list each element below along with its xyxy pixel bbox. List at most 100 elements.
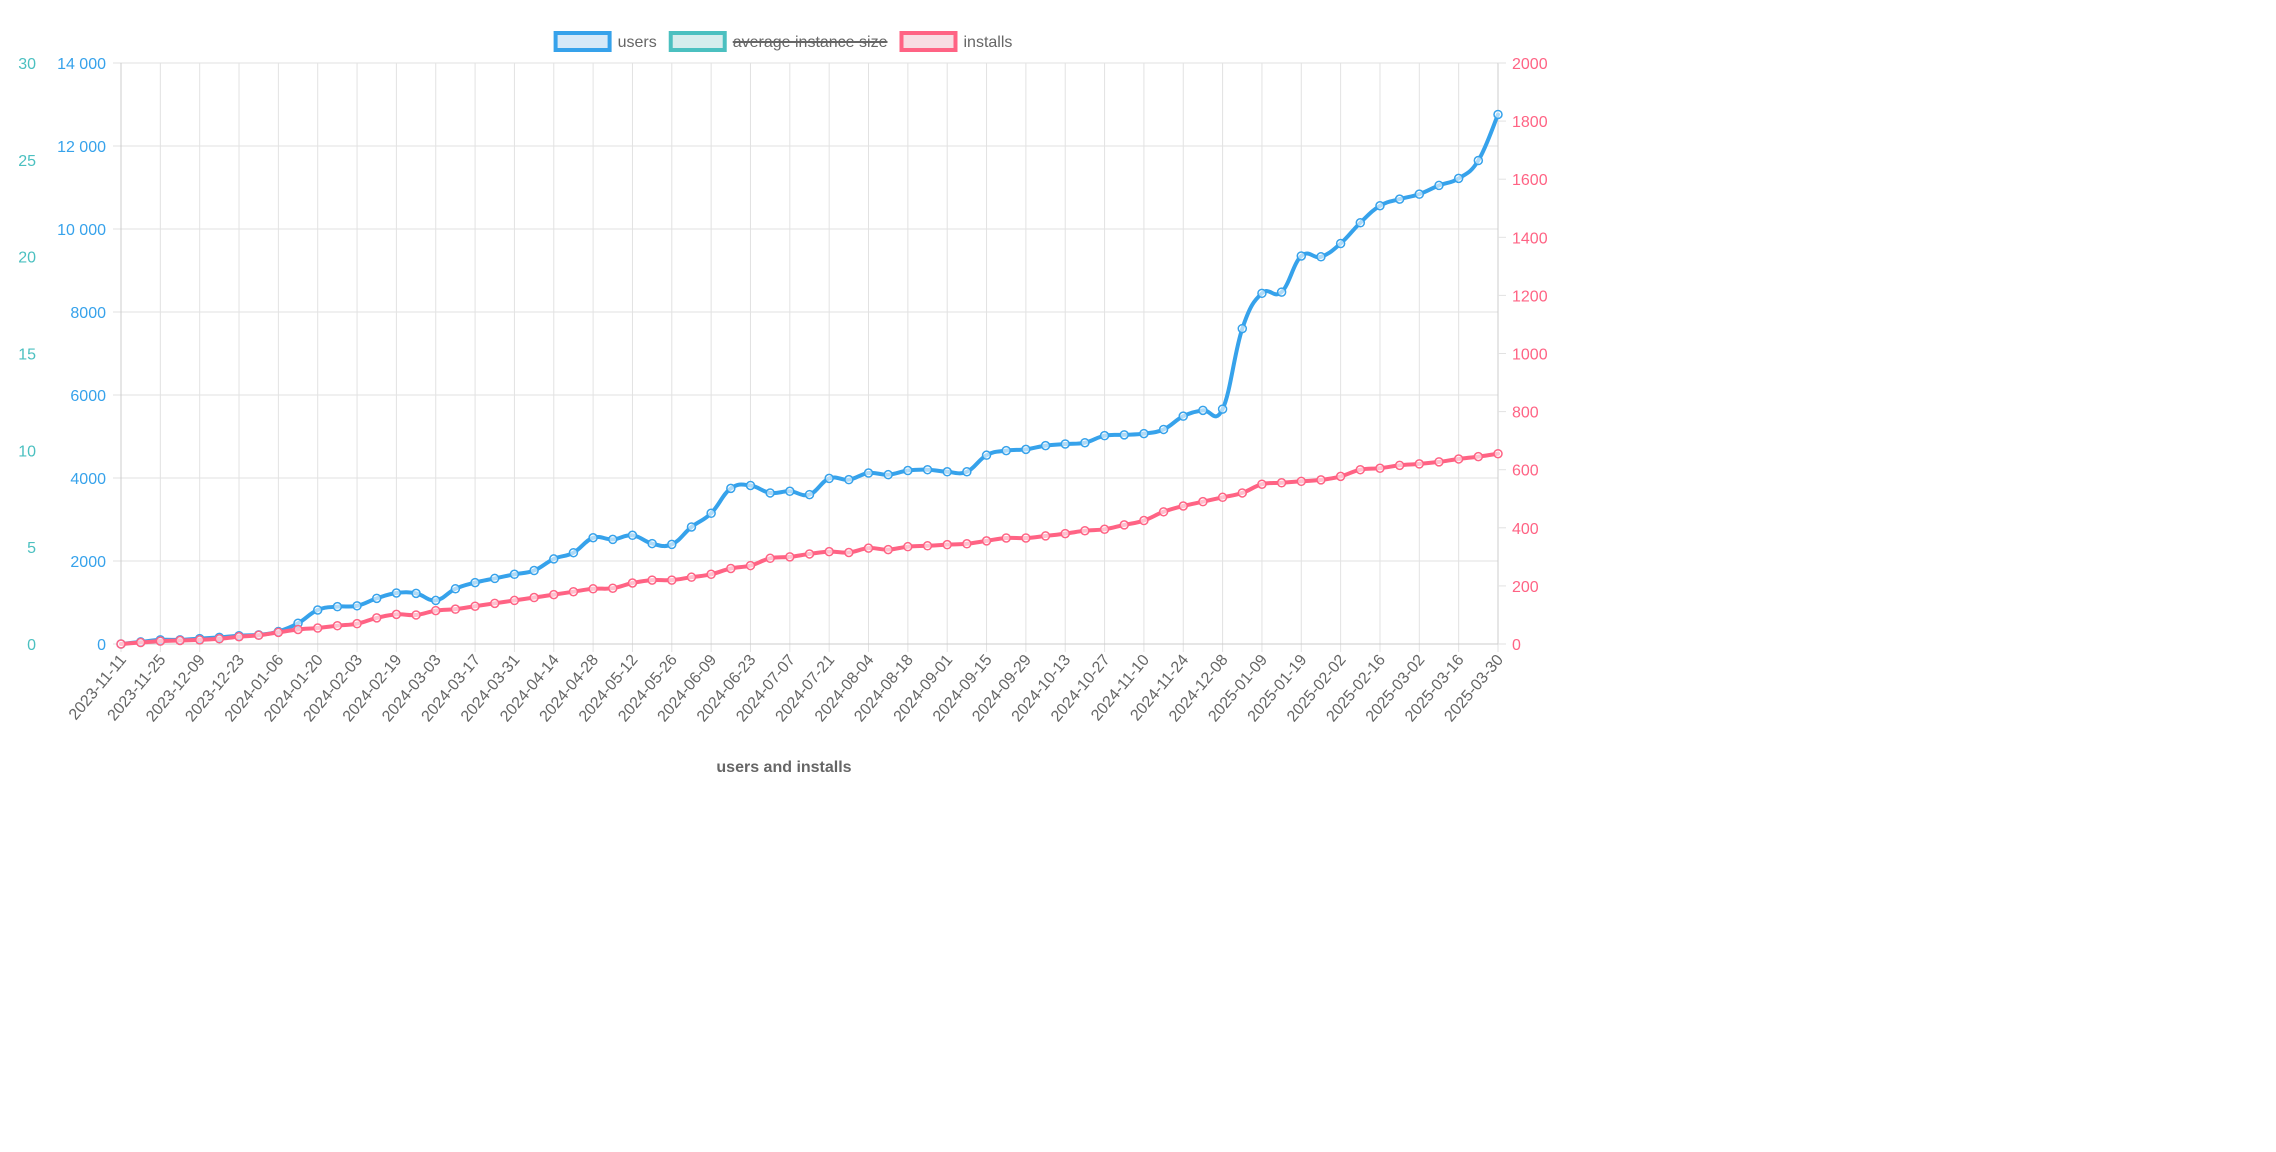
data-point-users: [391, 588, 402, 598]
data-point-installs: [745, 560, 756, 571]
data-point-users: [1178, 411, 1189, 421]
data-point-installs: [1158, 507, 1169, 517]
data-point-installs: [922, 541, 933, 551]
data-point-users: [686, 522, 697, 532]
data-point-installs: [1001, 533, 1011, 543]
data-point-installs: [1375, 463, 1385, 473]
y-outer-tick-label: 20: [18, 250, 36, 267]
data-point-users: [981, 450, 992, 460]
data-point-installs: [253, 630, 264, 641]
data-point-installs: [214, 634, 225, 644]
y-right-tick-label: 1800: [1512, 114, 1548, 131]
legend-label-installs: installs: [963, 34, 1012, 51]
data-point-installs: [1021, 533, 1031, 543]
data-point-installs: [844, 547, 854, 558]
data-point-installs: [1257, 479, 1267, 489]
data-point-users: [1099, 430, 1110, 441]
data-point-users: [588, 533, 598, 543]
data-point-users: [450, 584, 461, 594]
data-point-users: [490, 573, 500, 584]
y-inner-tick-label: 10 000: [57, 222, 106, 239]
data-point-installs: [371, 613, 382, 623]
data-point-installs: [1453, 454, 1464, 464]
data-point-users: [411, 588, 421, 599]
data-point-users: [1276, 287, 1287, 297]
data-point-users: [785, 486, 795, 497]
data-point-users: [1198, 405, 1208, 416]
data-point-users: [942, 467, 952, 477]
data-point-users: [608, 534, 618, 545]
y-outer-tick-label: 0: [27, 637, 36, 654]
data-point-users: [470, 577, 480, 588]
data-point-installs: [686, 572, 697, 582]
data-point-users: [706, 508, 716, 519]
y-axis-inner-ticks: 0 2000 4000 6000 8000 10 000 12 000 14 000: [57, 56, 106, 654]
data-point-users: [627, 530, 638, 541]
data-point-users: [1434, 180, 1444, 191]
data-point-installs: [116, 639, 126, 649]
data-point-users: [1375, 201, 1385, 211]
legend-swatch-avg: [668, 31, 727, 52]
chart-container: 0 5 10 15 20 25 30 0 2000 4000 6000 8000 10 000 12 0…: [0, 0, 1560, 800]
data-point-users: [1001, 445, 1011, 456]
data-point-installs: [981, 536, 992, 546]
data-point-installs: [1316, 475, 1326, 485]
data-point-users: [883, 469, 893, 480]
series-layer: [116, 109, 1503, 649]
data-point-installs: [1178, 501, 1189, 511]
data-point-users: [1021, 444, 1031, 455]
y-axis-right-ticks: 0 200 400 600 800 1000 1200 1400 1600 1800 2000: [1498, 56, 1548, 654]
y-right-tick-label: 0: [1512, 637, 1521, 654]
y-right-tick-label: 600: [1512, 463, 1539, 480]
data-point-installs: [529, 592, 539, 603]
y-right-tick-label: 1600: [1512, 172, 1548, 189]
data-point-installs: [1434, 457, 1444, 467]
data-point-installs: [194, 635, 205, 645]
data-point-installs: [1473, 451, 1484, 462]
series-line-installs: [119, 451, 1500, 646]
data-point-users: [962, 467, 972, 477]
legend-label-users: users: [618, 34, 657, 51]
y-inner-tick-label: 6000: [70, 388, 106, 405]
legend-swatch-installs: [899, 31, 958, 52]
data-point-users: [1080, 437, 1090, 448]
data-point-installs: [1080, 525, 1090, 536]
data-point-users: [726, 483, 736, 494]
data-point-installs: [1217, 492, 1228, 503]
data-point-users: [745, 480, 756, 491]
data-point-installs: [135, 637, 146, 648]
data-point-installs: [352, 618, 362, 629]
data-point-users: [1493, 109, 1503, 120]
legend-swatch-users: [553, 31, 612, 52]
data-point-users: [1296, 251, 1307, 261]
data-point-users: [1394, 194, 1405, 204]
data-point-users: [509, 569, 520, 580]
data-point-installs: [1139, 515, 1149, 526]
y-outer-tick-label: 15: [18, 347, 36, 364]
data-point-installs: [1237, 488, 1248, 498]
data-point-users: [804, 489, 815, 500]
data-point-installs: [863, 543, 874, 553]
data-point-installs: [608, 583, 618, 593]
y-right-tick-label: 800: [1512, 405, 1539, 422]
data-point-users: [529, 565, 539, 576]
y-inner-tick-label: 2000: [70, 554, 106, 571]
data-point-installs: [391, 609, 402, 620]
y-right-tick-label: 1000: [1512, 347, 1548, 364]
y-axis-outer-ticks: 0 5 10 15 20 25 30: [18, 56, 36, 654]
data-point-installs: [509, 595, 520, 606]
data-point-users: [1316, 252, 1326, 262]
data-point-installs: [1198, 496, 1208, 507]
data-point-users: [647, 538, 657, 549]
data-point-installs: [470, 601, 480, 611]
data-point-installs: [1099, 524, 1110, 535]
data-point-installs: [903, 541, 913, 552]
data-point-installs: [824, 546, 834, 557]
data-point-users: [922, 464, 933, 475]
data-point-installs: [1414, 459, 1425, 469]
data-point-users: [1257, 288, 1267, 299]
data-point-installs: [293, 624, 303, 635]
y-outer-tick-label: 30: [18, 56, 36, 73]
series-users: [116, 109, 1503, 649]
data-point-installs: [706, 569, 716, 580]
